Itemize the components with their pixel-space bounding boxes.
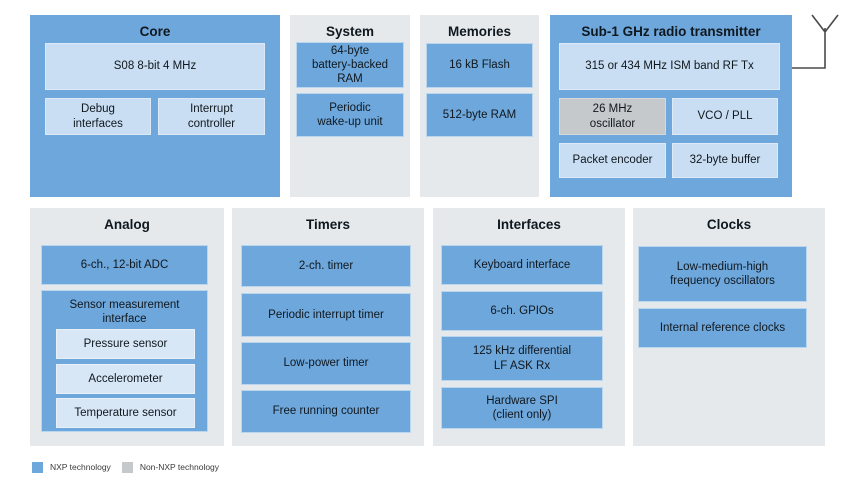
legend-label-non-nxp: Non-NXP technology bbox=[139, 462, 220, 472]
group-system: System 64-byte battery-backed RAM Periodic… bbox=[290, 15, 410, 197]
block-periodic-interrupt-timer: Periodic interrupt timer bbox=[241, 293, 411, 337]
block-sensor-measurement-interface: Sensor measurement interface Pressure sen… bbox=[41, 290, 208, 432]
block-512byte-ram: 512-byte RAM bbox=[426, 93, 533, 137]
block-rf-tx-label: 315 or 434 MHz ISM band RF Tx bbox=[585, 60, 754, 73]
block-pressure-sensor-label: Pressure sensor bbox=[83, 337, 168, 350]
block-16kb-flash-label: 16 kB Flash bbox=[449, 59, 510, 72]
sensor-measurement-interface-label: Sensor measurement interface bbox=[69, 299, 180, 326]
block-lmh-oscillators-label: Low-medium-high frequency oscillators bbox=[670, 260, 775, 287]
block-periodic-wakeup-unit: Periodic wake-up unit bbox=[296, 93, 404, 137]
block-2ch-timer-label: 2-ch. timer bbox=[298, 259, 354, 272]
block-32byte-buffer-label: 32-byte buffer bbox=[689, 154, 761, 167]
block-free-running-counter: Free running counter bbox=[241, 390, 411, 433]
block-vco-pll-label: VCO / PLL bbox=[697, 110, 753, 123]
group-analog: Analog 6-ch., 12-bit ADC Sensor measurem… bbox=[30, 208, 224, 446]
block-internal-reference-clocks: Internal reference clocks bbox=[638, 308, 807, 348]
legend-swatch-nxp bbox=[32, 461, 43, 473]
group-memories: Memories 16 kB Flash 512-byte RAM bbox=[420, 15, 539, 197]
legend-label-nxp: NXP technology bbox=[50, 462, 111, 472]
block-2ch-timer: 2-ch. timer bbox=[241, 245, 411, 287]
block-interrupt-controller-label: Interrupt controller bbox=[187, 103, 236, 130]
block-internal-reference-clocks-label: Internal reference clocks bbox=[659, 321, 786, 334]
block-keyboard-interface: Keyboard interface bbox=[441, 245, 603, 285]
block-lf-ask-rx-label: 125 kHz differential LF ASK Rx bbox=[472, 345, 572, 372]
interfaces-title: Interfaces bbox=[497, 217, 561, 232]
group-interfaces: Interfaces Keyboard interface 6-ch. GPIO… bbox=[433, 208, 625, 446]
legend-swatch-non-nxp bbox=[121, 461, 133, 473]
block-accelerometer: Accelerometer bbox=[56, 364, 195, 394]
group-timers: Timers 2-ch. timer Periodic interrupt ti… bbox=[232, 208, 424, 446]
block-temperature-sensor-label: Temperature sensor bbox=[74, 406, 177, 419]
block-periodic-interrupt-timer-label: Periodic interrupt timer bbox=[268, 308, 384, 321]
block-26mhz-oscillator: 26 MHz oscillator bbox=[559, 98, 666, 135]
block-battery-backed-ram: 64-byte battery-backed RAM bbox=[296, 42, 404, 88]
radio-transmitter-title: Sub-1 GHz radio transmitter bbox=[581, 24, 761, 39]
group-clocks: Clocks Low-medium-high frequency oscillat… bbox=[633, 208, 825, 446]
block-hardware-spi: Hardware SPI (client only) bbox=[441, 387, 603, 429]
block-low-power-timer: Low-power timer bbox=[241, 342, 411, 385]
group-core: Core S08 8-bit 4 MHz Debug interfaces Int… bbox=[30, 15, 280, 197]
block-pressure-sensor: Pressure sensor bbox=[56, 329, 195, 359]
block-accelerometer-label: Accelerometer bbox=[88, 372, 163, 385]
block-debug-interfaces-label: Debug interfaces bbox=[73, 103, 123, 130]
analog-title: Analog bbox=[104, 217, 150, 232]
block-lmh-oscillators: Low-medium-high frequency oscillators bbox=[638, 246, 807, 302]
memories-title: Memories bbox=[447, 24, 512, 39]
timers-title: Timers bbox=[305, 217, 351, 232]
block-debug-interfaces: Debug interfaces bbox=[45, 98, 151, 135]
block-26mhz-oscillator-label: 26 MHz oscillator bbox=[589, 103, 636, 130]
block-free-running-counter-label: Free running counter bbox=[272, 405, 380, 418]
block-interrupt-controller: Interrupt controller bbox=[158, 98, 265, 135]
system-title: System bbox=[325, 24, 375, 39]
core-title: Core bbox=[139, 24, 171, 39]
clocks-title: Clocks bbox=[706, 217, 752, 232]
legend: NXP technology Non-NXP technology bbox=[32, 460, 219, 474]
block-rf-tx: 315 or 434 MHz ISM band RF Tx bbox=[559, 43, 780, 90]
block-16kb-flash: 16 kB Flash bbox=[426, 43, 533, 88]
block-low-power-timer-label: Low-power timer bbox=[283, 357, 369, 370]
block-packet-encoder-label: Packet encoder bbox=[572, 154, 653, 167]
block-s08-cpu-label: S08 8-bit 4 MHz bbox=[113, 60, 197, 73]
block-adc: 6-ch., 12-bit ADC bbox=[41, 245, 208, 285]
block-packet-encoder: Packet encoder bbox=[559, 143, 666, 178]
block-adc-label: 6-ch., 12-bit ADC bbox=[80, 258, 169, 271]
antenna-icon bbox=[792, 14, 839, 69]
group-radio-transmitter: Sub-1 GHz radio transmitter 315 or 434 M… bbox=[550, 15, 792, 197]
block-hardware-spi-label: Hardware SPI (client only) bbox=[486, 394, 558, 421]
block-512byte-ram-label: 512-byte RAM bbox=[442, 108, 517, 121]
block-gpios: 6-ch. GPIOs bbox=[441, 291, 603, 331]
block-battery-backed-ram-label: 64-byte battery-backed RAM bbox=[311, 44, 389, 85]
block-vco-pll: VCO / PLL bbox=[672, 98, 778, 135]
block-keyboard-interface-label: Keyboard interface bbox=[473, 258, 571, 271]
block-s08-cpu: S08 8-bit 4 MHz bbox=[45, 43, 265, 90]
block-32byte-buffer: 32-byte buffer bbox=[672, 143, 778, 178]
block-lf-ask-rx: 125 kHz differential LF ASK Rx bbox=[441, 336, 603, 381]
block-periodic-wakeup-unit-label: Periodic wake-up unit bbox=[317, 101, 383, 128]
block-gpios-label: 6-ch. GPIOs bbox=[490, 304, 554, 317]
block-temperature-sensor: Temperature sensor bbox=[56, 398, 195, 428]
